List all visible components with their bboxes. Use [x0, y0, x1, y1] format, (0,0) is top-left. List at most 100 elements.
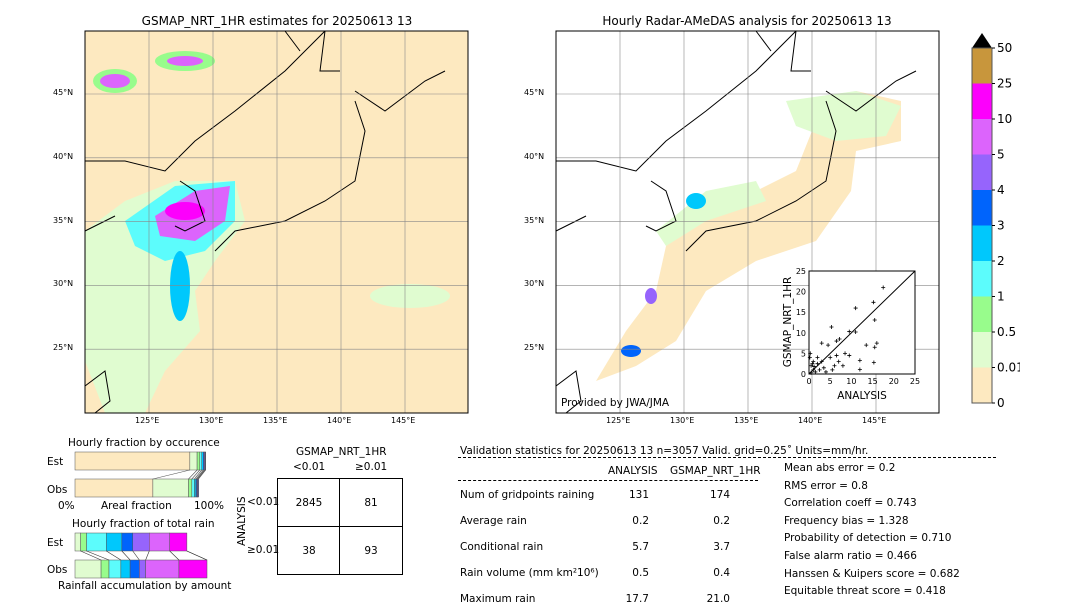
stat-analysis-value: 0.2: [632, 515, 649, 527]
scatter-point: [817, 367, 822, 372]
scatter-point: [809, 363, 814, 368]
score-line: Hanssen & Kuipers score = 0.682: [784, 567, 960, 580]
scatter-point: [809, 370, 814, 375]
colorbar-tick-label: 5: [997, 148, 1005, 162]
x-tick-label: 20: [889, 377, 899, 386]
stat-gsmap-value: 21.0: [706, 593, 730, 605]
rain-area: [370, 284, 450, 308]
scatter-point: [815, 355, 820, 360]
colorbar-tick-label: 25: [997, 77, 1012, 91]
rain-area: [165, 202, 205, 220]
x-tick-label: 0: [806, 377, 811, 386]
y-axis-label: GSMAP_NRT_1HR: [782, 277, 794, 368]
occ-title: Hourly fraction by occurence: [68, 437, 220, 449]
scatter-point: [853, 306, 858, 311]
divider: [458, 457, 996, 458]
colorbar-tick-label: 50: [997, 41, 1012, 55]
occ-obs-segment: [188, 478, 193, 498]
x-tick-label: 10: [846, 377, 856, 386]
colorbar-tick-label: 3: [997, 219, 1005, 233]
colorbar-segment: [972, 154, 992, 190]
ct-cell: 93: [364, 545, 378, 557]
connector: [169, 550, 180, 561]
scatter-point: [853, 329, 858, 334]
rain-obs-segment: [74, 559, 102, 579]
connector: [195, 469, 204, 480]
connector: [86, 550, 110, 561]
rain-area: [645, 288, 657, 304]
rain-area: [100, 74, 130, 88]
ct-grid: 2845 81 38 93: [277, 478, 403, 575]
stat-analysis-value: 17.7: [625, 593, 649, 605]
right-map-title: Hourly Radar-AMeDAS analysis for 2025061…: [602, 14, 892, 28]
stats-col-analysis: ANALYSIS: [608, 465, 658, 477]
lon-label: 135°E: [734, 416, 759, 425]
ct-title: GSMAP_NRT_1HR: [296, 446, 387, 458]
colorbar-segment: [972, 119, 992, 155]
scatter-point: [857, 358, 862, 363]
scatter-point: [821, 365, 826, 370]
rain-area: [170, 251, 190, 321]
stat-analysis-value: 131: [628, 489, 649, 501]
scatter-point: [810, 361, 815, 366]
connector: [132, 550, 140, 561]
ct-row-1: ≥0.01: [247, 544, 280, 556]
ct-cell: 38: [302, 545, 316, 557]
occ-est-segment: [204, 451, 206, 471]
colorbar-tick-label: 0.5: [997, 325, 1016, 339]
rain-obs-segment: [139, 559, 146, 579]
connector: [198, 469, 206, 480]
y-tick-label: 20: [796, 288, 806, 297]
rain-est-segment: [80, 532, 87, 552]
scatter-point: [815, 361, 820, 366]
lat-label: 40°N: [53, 151, 74, 161]
lat-label: 25°N: [53, 343, 74, 353]
scatter-point: [829, 325, 834, 330]
x-tick-label: 15: [868, 377, 878, 386]
scatter-point: [847, 329, 852, 334]
scatter-point: [808, 351, 813, 356]
lon-label: 140°E: [327, 416, 352, 425]
scatter-inset: 00 5 5 10 10 15 15 20 20 25 25 ANALYSIS GSMAP_NRT_1H…: [782, 267, 920, 402]
rain-area: [621, 345, 641, 357]
connector: [188, 469, 198, 480]
rain-obs-segment: [120, 559, 131, 579]
rain-est-segment: [86, 532, 107, 552]
occ-xlabel: Areal fraction: [101, 500, 172, 512]
y-tick-label: 25: [796, 267, 806, 276]
rain-obs-segment: [145, 559, 180, 579]
lat-label: 35°N: [524, 215, 545, 225]
colorbar-segment: [972, 48, 992, 84]
analysis-coverage: [596, 91, 901, 381]
colorbar-tick-label: 2: [997, 254, 1005, 268]
connector: [196, 469, 205, 480]
rain-est-segment: [149, 532, 170, 552]
stat-row-label: Rain volume (mm km²10⁶): [460, 567, 599, 579]
ct-row-0: <0.01: [247, 496, 280, 508]
stat-analysis-value: 0.5: [632, 567, 649, 579]
map-frame: [84, 30, 469, 414]
scatter-point: [832, 363, 837, 368]
scatter-point: [823, 369, 828, 374]
occ-obs-segment: [191, 478, 195, 498]
y-tick-label: 15: [796, 308, 806, 317]
fraction-bars: [74, 451, 208, 579]
y-tick-label: 10: [796, 329, 806, 338]
ct-col-0: <0.01: [293, 461, 326, 473]
x-axis-label: ANALYSIS: [837, 390, 887, 402]
connector: [106, 550, 122, 561]
scatter-point: [843, 351, 848, 356]
score-line: Frequency bias = 1.328: [784, 514, 909, 527]
scatter-point: [872, 318, 877, 323]
connector: [194, 469, 202, 480]
scatter-point: [857, 367, 862, 372]
x-tick-label: 25: [910, 377, 920, 386]
stat-row-label: Maximum rain: [460, 593, 536, 605]
colorbar-tick-label: 1: [997, 290, 1005, 304]
rain-obs-segment: [178, 559, 208, 579]
scatter-point: [826, 343, 831, 348]
rain-area: [656, 181, 766, 246]
rain-est-segment: [132, 532, 150, 552]
colorbar-tick-label: 0: [997, 396, 1005, 410]
